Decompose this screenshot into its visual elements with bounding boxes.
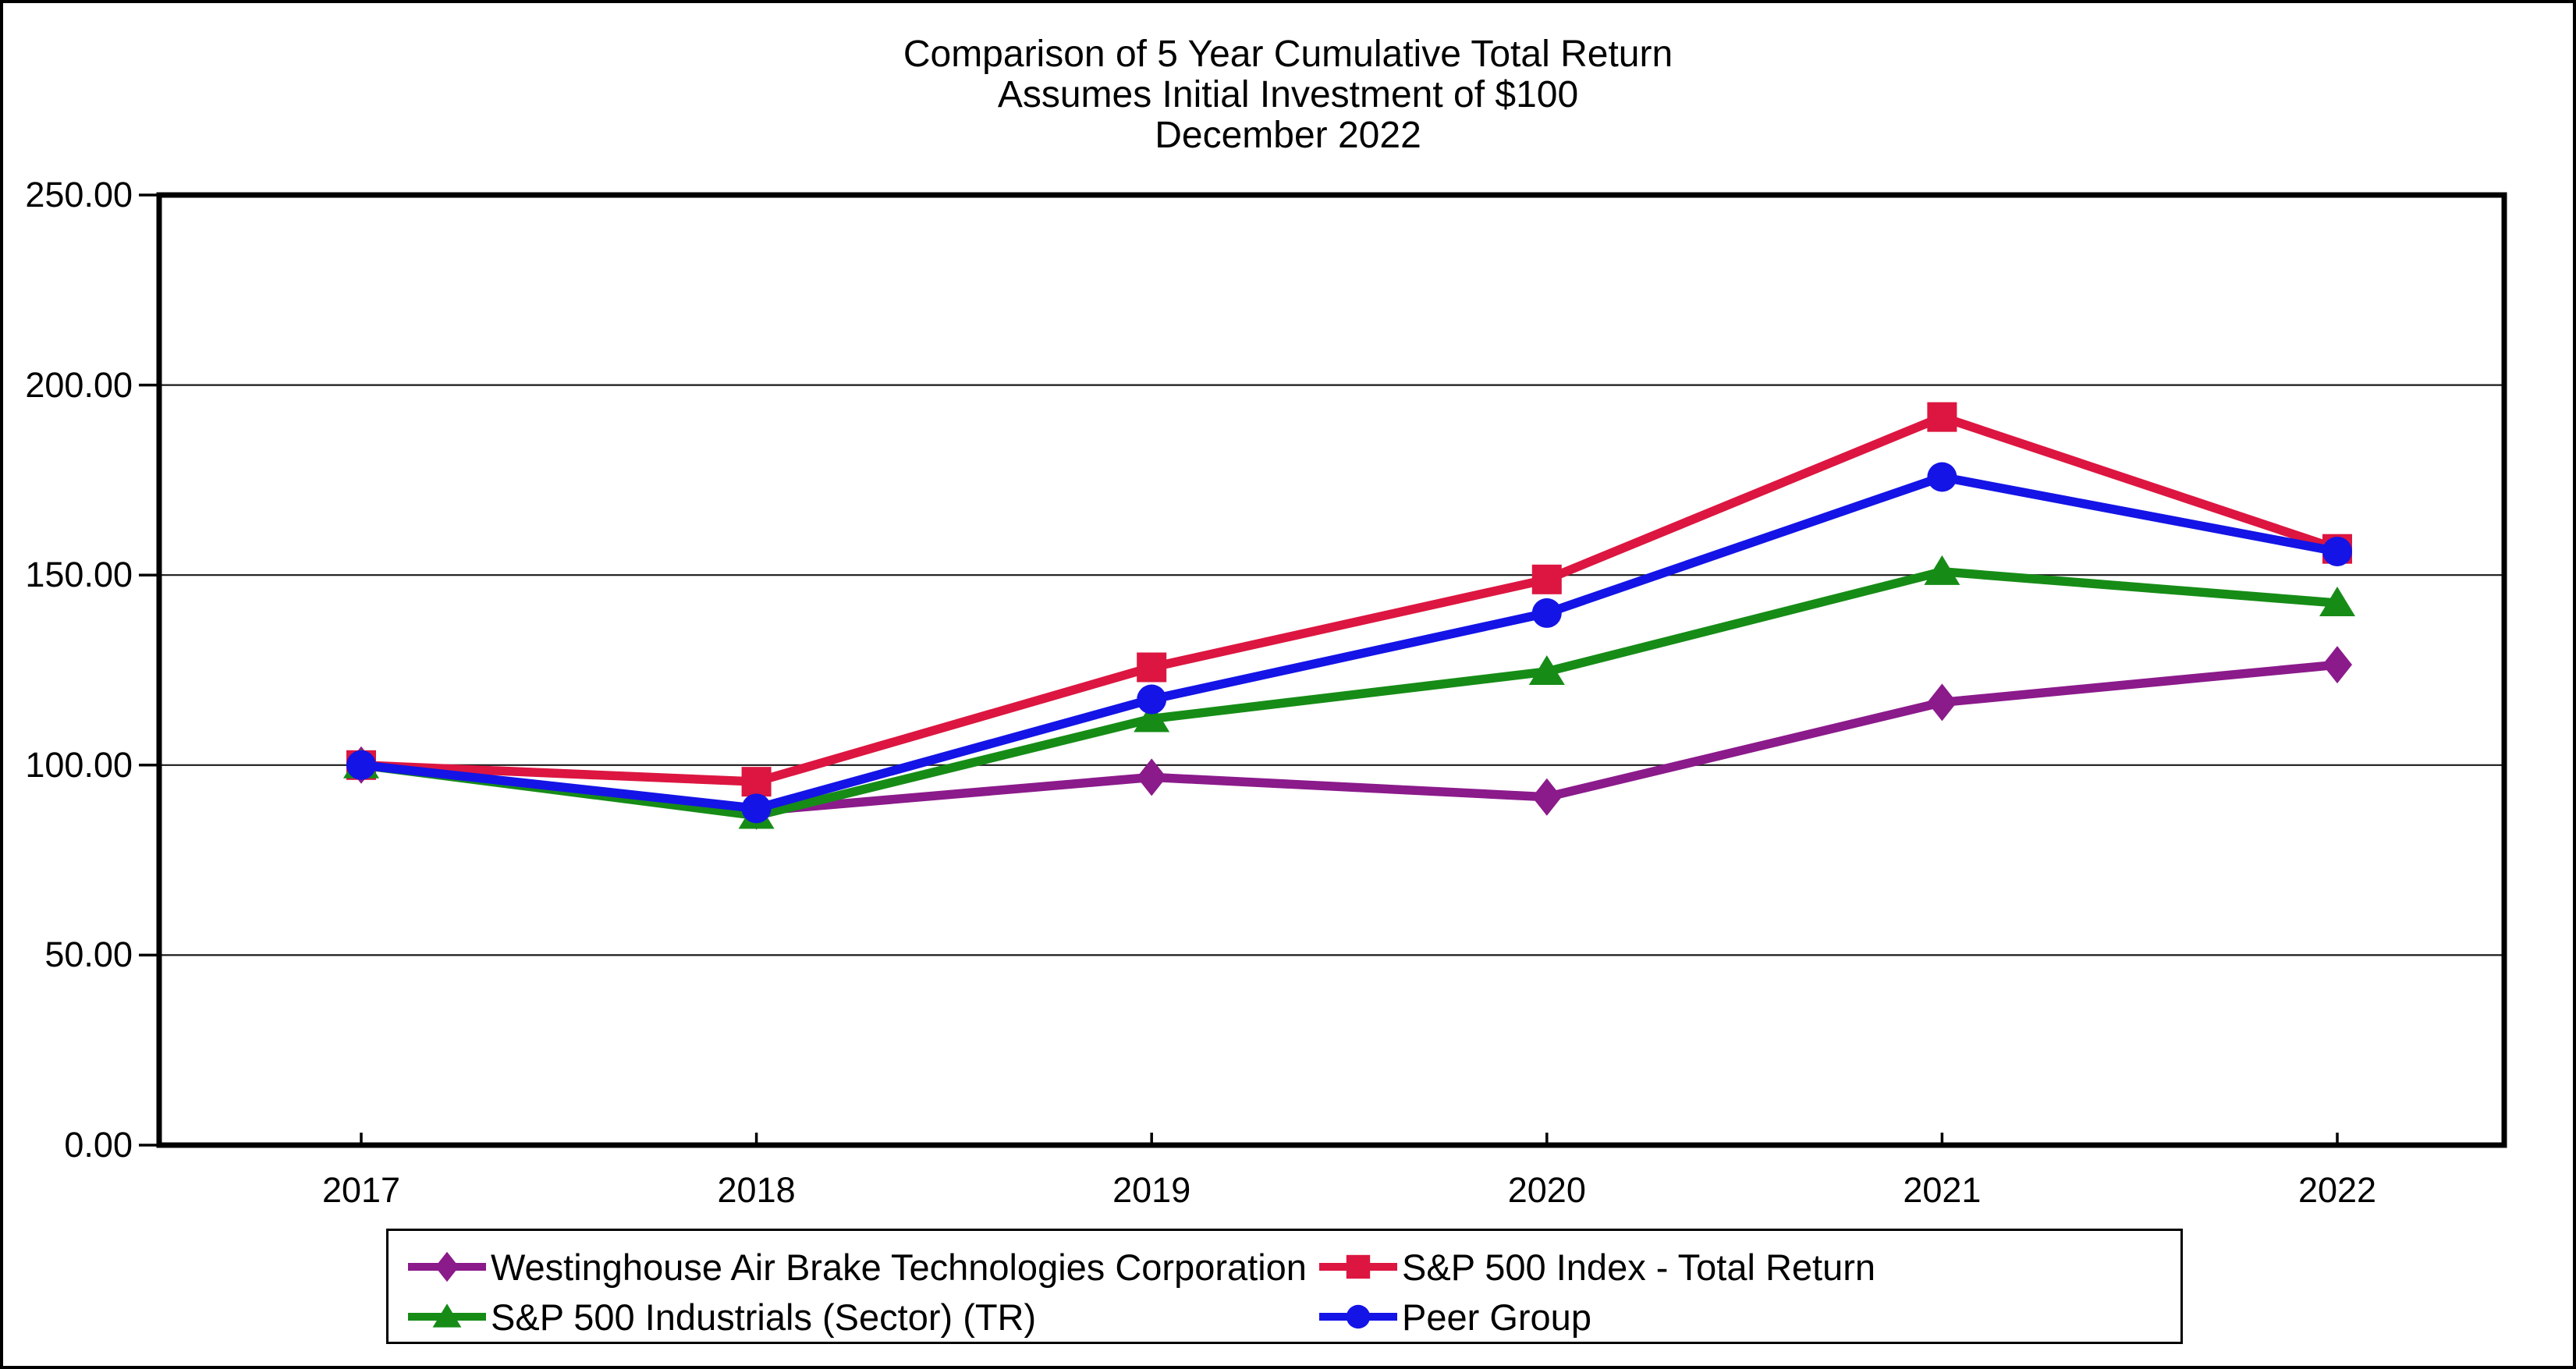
- y-axis-tick-label: 200.00: [25, 364, 133, 405]
- series-marker-circle: [1346, 1304, 1371, 1329]
- legend-item-sp500-industrials: S&P 500 Industrials (Sector) (TR): [408, 1292, 1319, 1342]
- series-marker-diamond: [1137, 758, 1167, 796]
- series-line: [360, 567, 2338, 821]
- x-axis-tick-label: 2019: [1112, 1170, 1191, 1210]
- y-axis-tick-label: 0.00: [64, 1125, 133, 1165]
- series-marker-square: [1531, 564, 1562, 594]
- series-marker-circle: [346, 750, 376, 780]
- legend-item-peer-group: Peer Group: [1319, 1292, 2180, 1342]
- series-marker-circle: [1137, 684, 1167, 715]
- legend-label-sp500-industrials: S&P 500 Industrials (Sector) (TR): [491, 1296, 1037, 1338]
- x-axis-tick-label: 2020: [1507, 1170, 1586, 1210]
- series-line: [360, 412, 2339, 786]
- series-marker-triangle: [2319, 587, 2355, 617]
- plot-area: [139, 192, 2507, 1148]
- series-marker-circle: [741, 793, 772, 824]
- series-marker-diamond: [1531, 778, 1562, 816]
- series-marker-triangle: [432, 1303, 462, 1328]
- series-marker-triangle: [1134, 702, 1170, 732]
- legend-diamond-marker-icon: [408, 1251, 486, 1282]
- legend-circle-marker-icon: [1319, 1304, 1397, 1329]
- plot-border: [156, 192, 2507, 1148]
- x-axis-tick-label: 2021: [1903, 1170, 1982, 1210]
- legend-triangle-marker-icon: [408, 1303, 486, 1328]
- series-marker-circle: [1927, 462, 1957, 492]
- legend-label-wabtec: Westinghouse Air Brake Technologies Corp…: [491, 1246, 1307, 1288]
- series-line: [360, 472, 2339, 814]
- series-marker-circle: [1531, 598, 1562, 628]
- legend-label-peer-group: Peer Group: [1402, 1296, 1591, 1338]
- y-axis-tick-label: 50.00: [44, 935, 133, 975]
- series-marker-diamond: [1927, 683, 1957, 722]
- x-axis-tick-label: 2022: [2297, 1170, 2377, 1210]
- series-marker-triangle: [1528, 654, 1565, 685]
- y-axis-tick-label: 100.00: [25, 744, 133, 785]
- y-axis-tick-label: 250.00: [25, 175, 133, 215]
- legend-label-sp500: S&P 500 Index - Total Return: [1402, 1246, 1876, 1288]
- series-line: [360, 660, 2338, 816]
- series-marker-square: [1927, 402, 1957, 432]
- series-marker-circle: [2322, 536, 2352, 566]
- series-marker-square: [1346, 1254, 1371, 1279]
- series-marker-diamond: [435, 1251, 459, 1282]
- series-marker-diamond: [2322, 646, 2352, 684]
- legend-item-wabtec: Westinghouse Air Brake Technologies Corp…: [408, 1242, 1319, 1292]
- chart-title-line1: Comparison of 5 Year Cumulative Total Re…: [903, 34, 1673, 75]
- y-axis-tick-label: 150.00: [25, 555, 133, 595]
- chart-title-block: Comparison of 5 Year Cumulative Total Re…: [3, 34, 2573, 156]
- legend-square-marker-icon: [1319, 1254, 1397, 1279]
- chart-legend: Westinghouse Air Brake Technologies Corp…: [386, 1229, 2183, 1344]
- legend-item-sp500: S&P 500 Index - Total Return: [1319, 1242, 2180, 1292]
- x-axis-tick-label: 2018: [717, 1170, 796, 1210]
- x-axis-tick-label: 2017: [321, 1170, 401, 1210]
- series-marker-triangle: [1924, 555, 1960, 585]
- chart-title-line3: December 2022: [1155, 115, 1421, 156]
- series-marker-square: [1137, 652, 1167, 683]
- chart-title-line2: Assumes Initial Investment of $100: [997, 74, 1579, 115]
- series-marker-square: [741, 767, 772, 797]
